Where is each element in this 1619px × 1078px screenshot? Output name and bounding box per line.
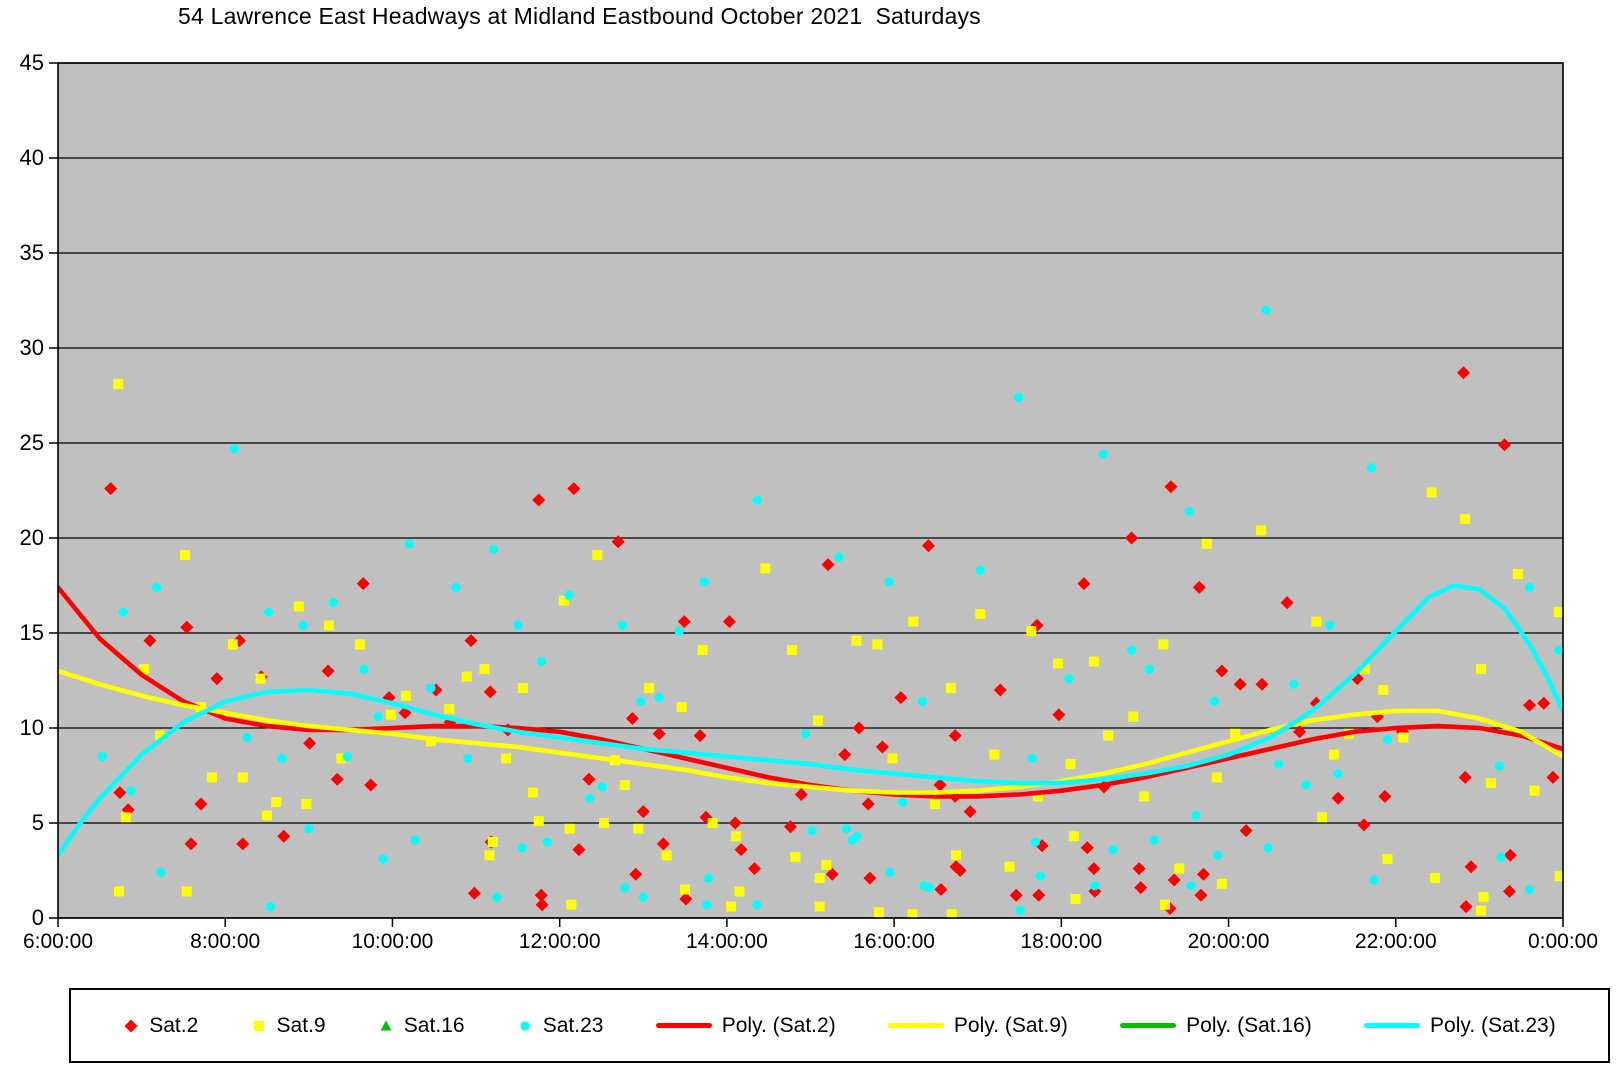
legend-label: Poly. (Sat.16)	[1186, 1013, 1312, 1037]
x-tick-label: 8:00:00	[190, 930, 261, 953]
y-tick-label: 40	[19, 145, 44, 170]
x-tick-label: 6:00:00	[22, 930, 94, 953]
legend-label: Sat.16	[403, 1013, 465, 1037]
legend-label: Poly. (Sat.23)	[1430, 1013, 1556, 1037]
legend-marker-diamond-icon	[124, 1019, 138, 1032]
y-tick-label: 45	[19, 50, 44, 75]
legend-marker-square-icon	[253, 1020, 264, 1031]
legend-line-swatch	[655, 1023, 712, 1028]
plot-background	[58, 63, 1563, 918]
legend-label: Sat.9	[276, 1013, 326, 1037]
legend-marker-circle-icon	[520, 1020, 530, 1031]
y-tick-label: 10	[19, 715, 44, 740]
legend-label: Sat.2	[149, 1013, 199, 1037]
x-tick-label: 18:00:00	[1020, 930, 1103, 953]
chart-title: 54 Lawrence East Headways at Midland Eas…	[178, 3, 981, 29]
legend-item-Poly-Sat-16-: Poly. (Sat.16)	[1120, 1014, 1312, 1038]
legend-item-Poly-Sat-9-: Poly. (Sat.9)	[887, 1013, 1068, 1038]
legend-item-Poly-Sat-23-: Poly. (Sat.23)	[1364, 1014, 1556, 1038]
x-tick-label: 12:00:00	[518, 930, 601, 953]
x-tick-label: 22:00:00	[1354, 930, 1437, 953]
y-tick-label: 30	[19, 335, 44, 360]
series-Sat-2-points	[104, 366, 1560, 915]
y-tick-label: 20	[19, 525, 44, 550]
trendline-Poly-Sat-23-	[58, 583, 1563, 858]
x-tick-label: 20:00:00	[1187, 930, 1270, 953]
x-tick-label: 10:00:00	[351, 930, 434, 953]
legend-item-Sat-2: Sat.2	[123, 1014, 198, 1038]
legend-item-Sat-23: Sat.23	[517, 1013, 604, 1038]
x-tick-label: 14:00:00	[686, 930, 768, 953]
series-Sat-23-points	[97, 305, 1563, 916]
legend-label: Poly. (Sat.2)	[721, 1013, 836, 1037]
legend-line-swatch	[887, 1023, 944, 1028]
plot-border	[57, 62, 1564, 919]
legend-marker-triangle-icon	[380, 1020, 392, 1030]
y-tick-label: 35	[19, 240, 44, 265]
legend-item-Poly-Sat-2-: Poly. (Sat.2)	[655, 1013, 836, 1038]
trendline-Poly-Sat-9-	[58, 668, 1563, 795]
y-tick-label: 5	[31, 810, 44, 835]
legend-label: Poly. (Sat.9)	[953, 1013, 1068, 1037]
legend: Sat.2 Sat.9 Sat.16 Sat.23 Poly. (Sat.2) Poly.…	[69, 988, 1610, 1063]
y-tick-label: 25	[19, 430, 44, 455]
x-tick-label: 0:00:00	[1527, 930, 1599, 953]
y-tick-label: 0	[31, 905, 44, 930]
legend-item-Sat-9: Sat.9	[251, 1014, 326, 1038]
y-tick-label: 15	[19, 620, 44, 645]
legend-line-swatch	[1364, 1023, 1421, 1028]
legend-item-Sat-16: Sat.16	[378, 1014, 465, 1038]
x-tick-label: 16:00:00	[853, 930, 935, 953]
axis-ticks	[49, 62, 1564, 927]
legend-label: Sat.23	[542, 1013, 604, 1037]
legend-line-swatch	[1120, 1023, 1177, 1028]
